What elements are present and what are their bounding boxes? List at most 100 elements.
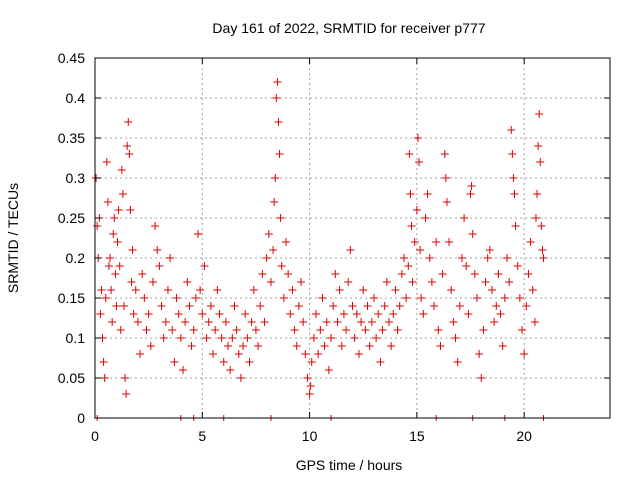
data-point	[410, 238, 419, 246]
data-point	[118, 190, 127, 198]
data-point	[111, 270, 120, 278]
data-point	[404, 262, 413, 270]
data-point	[402, 294, 411, 302]
data-point	[140, 294, 149, 302]
data-point	[498, 342, 507, 350]
data-point	[494, 270, 503, 278]
data-point	[122, 390, 131, 398]
data-point	[508, 150, 517, 158]
data-point	[352, 310, 361, 318]
axis-ticks: 0 0.05 0.1 0.15 0.2 0.25 0.3 0.35 0.4 0.45 0 5 10 15 2…	[58, 50, 610, 444]
data-point	[387, 342, 396, 350]
data-point	[126, 206, 135, 214]
data-point	[507, 126, 516, 134]
data-point	[413, 134, 422, 142]
data-point	[515, 294, 524, 302]
data-point	[159, 334, 168, 342]
data-point	[101, 294, 110, 302]
data-point	[384, 318, 393, 326]
data-point	[125, 150, 134, 158]
data-point	[236, 374, 245, 382]
data-point	[472, 294, 481, 302]
data-point	[487, 286, 496, 294]
data-point	[271, 174, 280, 182]
data-point	[378, 326, 387, 334]
data-point	[520, 350, 529, 358]
data-point	[297, 278, 305, 286]
data-point	[510, 190, 519, 198]
data-point	[361, 326, 370, 334]
data-point	[479, 326, 488, 334]
data-point	[116, 326, 125, 334]
data-point	[327, 334, 336, 342]
data-point	[531, 214, 540, 222]
data-point	[470, 270, 479, 278]
data-point	[483, 254, 492, 262]
data-point	[178, 366, 187, 374]
data-point	[485, 246, 494, 254]
data-point	[538, 246, 547, 254]
data-point	[518, 326, 527, 334]
data-point	[533, 190, 542, 198]
data-point	[109, 230, 118, 238]
data-point	[93, 222, 102, 230]
data-point	[170, 358, 179, 366]
data-point	[331, 270, 340, 278]
data-point	[226, 366, 235, 374]
data-point	[239, 342, 248, 350]
data-point	[211, 326, 220, 334]
data-point	[382, 278, 391, 286]
data-point	[206, 302, 215, 310]
data-point	[299, 318, 308, 326]
data-point	[467, 182, 476, 190]
data-point	[131, 286, 140, 294]
data-point	[376, 358, 385, 366]
data-point	[522, 302, 531, 310]
data-point	[200, 262, 209, 270]
data-point	[292, 342, 301, 350]
data-point	[417, 294, 426, 302]
data-point	[96, 310, 105, 318]
data-point	[277, 262, 286, 270]
data-point	[189, 326, 198, 334]
data-point	[333, 318, 342, 326]
data-point	[102, 158, 111, 166]
data-point	[281, 238, 290, 246]
data-point	[123, 142, 132, 150]
data-point	[316, 326, 325, 334]
data-point	[251, 326, 260, 334]
data-point	[337, 342, 346, 350]
data-point	[406, 190, 415, 198]
data-point	[266, 278, 275, 286]
data-point	[272, 94, 281, 102]
data-point	[407, 222, 416, 230]
data-point	[445, 238, 454, 246]
data-point	[128, 246, 137, 254]
data-point	[400, 254, 408, 262]
data-point	[395, 302, 404, 310]
data-point	[447, 286, 456, 294]
data-point	[243, 334, 252, 342]
x-axis-label: GPS time / hours	[296, 457, 403, 473]
data-point	[324, 366, 333, 374]
data-point	[468, 230, 477, 238]
data-point	[440, 150, 449, 158]
data-point	[322, 318, 331, 326]
data-point	[136, 350, 145, 358]
y-tick-label: 0.2	[66, 250, 86, 266]
data-point	[503, 254, 511, 262]
data-point	[397, 270, 406, 278]
data-point	[335, 286, 344, 294]
data-point	[144, 310, 153, 318]
y-tick-label: 0.25	[58, 210, 85, 226]
y-tick-label: 0.4	[66, 90, 86, 106]
data-point	[528, 286, 537, 294]
data-point	[270, 198, 279, 206]
data-point	[451, 334, 460, 342]
data-point	[254, 342, 263, 350]
data-point	[115, 262, 124, 270]
data-point	[365, 342, 374, 350]
data-point	[464, 310, 473, 318]
data-point	[286, 310, 295, 318]
